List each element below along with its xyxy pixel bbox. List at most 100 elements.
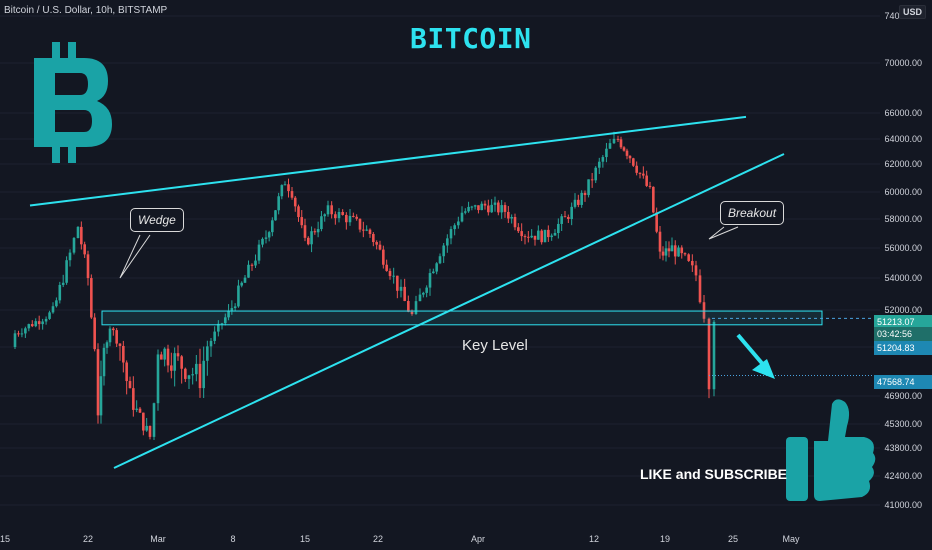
- candle-body: [563, 216, 567, 218]
- candle-body: [517, 227, 520, 232]
- candle-body: [652, 186, 655, 213]
- candle-body: [122, 345, 125, 363]
- candle-body: [382, 249, 385, 265]
- candle-body: [560, 216, 563, 224]
- candle-body: [13, 333, 17, 347]
- candle-body: [553, 233, 557, 236]
- y-tick-label: 58000.00: [884, 214, 922, 224]
- candle-body: [68, 252, 72, 261]
- candles: [13, 131, 716, 441]
- candle-body: [254, 260, 257, 266]
- candle-body: [622, 147, 626, 151]
- candle-body: [463, 211, 467, 213]
- candle-body: [694, 265, 698, 276]
- key-level-label: Key Level: [462, 337, 528, 354]
- candle-body: [540, 230, 543, 243]
- candle-body: [261, 238, 264, 245]
- y-tick-label: 42400.00: [884, 471, 922, 481]
- candle-body: [616, 138, 620, 140]
- candle-body: [594, 167, 598, 181]
- candle-body: [438, 256, 442, 264]
- candle-body: [297, 206, 300, 218]
- candle-body: [432, 271, 435, 274]
- candle-body: [267, 232, 271, 238]
- x-tick-label: 22: [373, 534, 383, 544]
- candle-body: [195, 363, 198, 375]
- candle-body: [403, 286, 406, 301]
- candle-body: [99, 376, 103, 416]
- currency-selector[interactable]: USD: [898, 5, 926, 19]
- x-tick-label: 8: [230, 534, 235, 544]
- candle-body: [163, 348, 166, 360]
- candle-body: [513, 217, 517, 228]
- candle-body: [303, 225, 307, 238]
- candle-body: [368, 229, 372, 234]
- x-tick-label: 12: [589, 534, 599, 544]
- candle-body: [250, 264, 254, 266]
- candle-body: [527, 236, 530, 238]
- candle-body: [108, 328, 112, 343]
- candle-body: [712, 321, 716, 390]
- candle-body: [655, 212, 658, 232]
- candle-body: [306, 237, 310, 245]
- candle-body: [470, 206, 474, 208]
- candle-body: [27, 324, 31, 329]
- candle-body: [230, 308, 234, 311]
- candle-body: [173, 353, 176, 371]
- candle-body: [48, 312, 51, 319]
- candle-body: [698, 275, 702, 303]
- candle-body: [283, 184, 287, 186]
- candle-body: [227, 310, 230, 318]
- candle-body: [673, 245, 677, 257]
- candle-body: [608, 143, 612, 149]
- candle-body: [184, 368, 187, 379]
- candle-body: [138, 408, 142, 413]
- candle-body: [422, 292, 425, 295]
- breakout-callout-pointer: [708, 226, 739, 240]
- candle-body: [601, 157, 605, 162]
- candle-body: [372, 233, 375, 243]
- countdown-tag: 03:42:56: [874, 327, 932, 341]
- candle-body: [567, 216, 570, 219]
- candle-body: [661, 251, 665, 256]
- y-tick-label: 43800.00: [884, 443, 922, 453]
- candle-body: [557, 223, 560, 234]
- candle-body: [128, 381, 132, 389]
- candle-body: [142, 412, 145, 431]
- candle-body: [166, 348, 170, 366]
- candle-body: [570, 206, 573, 219]
- x-tick-label: Mar: [150, 534, 166, 544]
- candle-body: [388, 270, 392, 277]
- candle-body: [628, 155, 632, 159]
- chart-title: BITCOIN: [410, 22, 532, 55]
- candle-body: [96, 349, 100, 416]
- bitcoin-logo-icon: [34, 42, 112, 163]
- candle-body: [58, 284, 62, 301]
- candle-body: [202, 360, 205, 389]
- x-tick-label: 15: [0, 534, 10, 544]
- candle-body: [233, 306, 237, 309]
- candle-body: [41, 321, 44, 325]
- y-tick-label: 54000.00: [884, 273, 922, 283]
- candle-body: [543, 229, 547, 243]
- candle-body: [503, 205, 507, 212]
- candle-body: [198, 363, 202, 389]
- symbol-info: Bitcoin / U.S. Dollar, 10h, BITSTAMP: [4, 5, 168, 16]
- candle-body: [180, 356, 183, 369]
- candle-body: [217, 323, 220, 332]
- candle-body: [497, 202, 500, 213]
- candle-body: [446, 238, 449, 246]
- candle-body: [355, 216, 358, 219]
- candle-body: [135, 408, 138, 410]
- wedge-lower-line: [113, 153, 785, 469]
- y-tick-label: 56000.00: [884, 243, 922, 253]
- candle-body: [460, 212, 464, 222]
- x-tick-label: Apr: [471, 534, 485, 544]
- candle-body: [271, 220, 274, 233]
- candle-body: [132, 388, 135, 410]
- candle-body: [330, 205, 333, 215]
- candle-body: [264, 237, 268, 239]
- candle-body: [274, 210, 277, 221]
- candle-body: [30, 324, 34, 327]
